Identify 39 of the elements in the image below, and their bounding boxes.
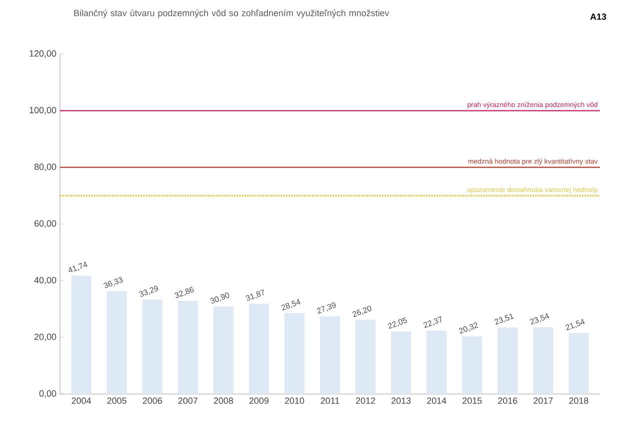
y-tick-label: 80,00	[34, 164, 56, 172]
x-tick-label: 2018	[569, 398, 588, 404]
bar	[142, 300, 162, 394]
bar	[213, 306, 234, 394]
x-tick-label: 2016	[498, 398, 518, 404]
y-tick-label: 120,00	[30, 50, 56, 58]
x-tick-label: 2008	[214, 398, 234, 404]
x-tick-label: 2009	[249, 398, 268, 404]
y-tick-label: 60,00	[34, 220, 56, 228]
bar	[356, 320, 376, 394]
y-tick-label: 20,00	[34, 334, 56, 342]
bar	[71, 276, 92, 394]
x-tick-label: 2017	[534, 398, 553, 404]
bar	[426, 330, 447, 394]
bar	[533, 327, 554, 394]
text: A13	[590, 14, 606, 20]
bar	[462, 336, 482, 394]
y-tick-label: 0,00	[39, 390, 56, 398]
x-tick-label: 2015	[462, 398, 482, 404]
x-tick-label: 2004	[72, 398, 92, 404]
bar	[178, 300, 198, 394]
bar	[391, 332, 412, 394]
y-tick-label: 40,00	[34, 276, 56, 284]
y-tick-label: 100,00	[30, 106, 56, 114]
bar	[248, 304, 269, 394]
bar	[284, 313, 304, 394]
x-tick-label: 2011	[320, 398, 340, 404]
x-tick-label: 2010	[284, 398, 304, 404]
bar	[106, 291, 127, 394]
x-tick-label: 2006	[142, 398, 162, 404]
x-tick-label: 2005	[107, 398, 126, 404]
bar	[498, 327, 518, 394]
chart-title: Bilančný stav útvaru podzemných vôd so zohľadnením využiteľných množstiev	[74, 10, 390, 18]
x-tick-label: 2013	[392, 398, 411, 404]
x-tick-label: 2012	[356, 398, 376, 404]
bar	[568, 332, 589, 394]
x-tick-label: 2007	[178, 398, 198, 404]
bar	[320, 316, 340, 394]
x-tick-label: 2014	[427, 398, 446, 404]
